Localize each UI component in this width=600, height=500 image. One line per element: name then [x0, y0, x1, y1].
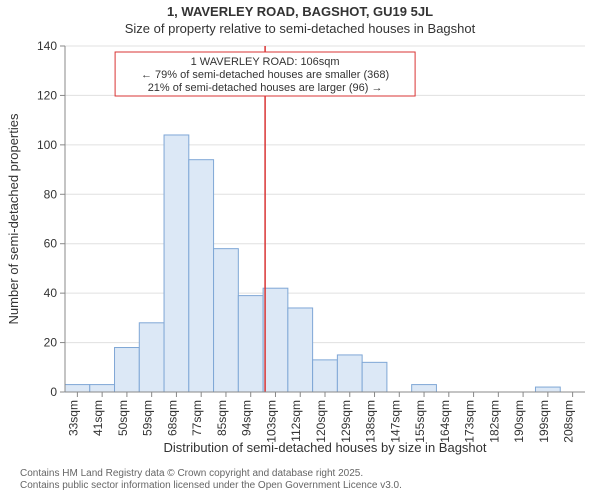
histogram-bar	[214, 249, 239, 392]
histogram-bar	[337, 355, 362, 392]
tick-label-x: 120sqm	[314, 400, 328, 443]
histogram-bar	[139, 323, 164, 392]
histogram-bar	[164, 135, 189, 392]
histogram-bar	[313, 360, 338, 392]
callout-line-2: ← 79% of semi-detached houses are smalle…	[141, 69, 389, 81]
tick-label-x: 208sqm	[562, 400, 576, 443]
tick-label-x: 129sqm	[339, 400, 353, 443]
histogram-bar	[65, 385, 90, 392]
chart-svg: 1, WAVERLEY ROAD, BAGSHOT, GU19 5JL Size …	[0, 0, 600, 500]
callout-line-1: 1 WAVERLEY ROAD: 106sqm	[191, 56, 340, 68]
tick-label-y: 0	[50, 385, 57, 399]
callout-line-3: 21% of semi-detached houses are larger (…	[148, 82, 383, 94]
tick-label-x: 155sqm	[413, 400, 427, 443]
tick-label-x: 173sqm	[463, 400, 477, 443]
tick-label-x: 112sqm	[289, 400, 303, 442]
chart-title-main: 1, WAVERLEY ROAD, BAGSHOT, GU19 5JL	[167, 4, 433, 19]
histogram-bar	[238, 296, 263, 392]
tick-label-x: 59sqm	[141, 400, 155, 436]
tick-label-y: 140	[37, 39, 57, 53]
histogram-chart: 1, WAVERLEY ROAD, BAGSHOT, GU19 5JL Size …	[0, 0, 600, 500]
tick-label-x: 147sqm	[388, 400, 402, 443]
histogram-bar	[263, 288, 288, 392]
tick-label-x: 190sqm	[512, 400, 526, 443]
tick-label-x: 77sqm	[190, 400, 204, 436]
histogram-bar	[412, 385, 437, 392]
tick-label-x: 182sqm	[487, 400, 501, 443]
tick-label-x: 138sqm	[364, 400, 378, 443]
x-axis-label: Distribution of semi-detached houses by …	[163, 440, 486, 455]
tick-label-x: 164sqm	[438, 400, 452, 443]
tick-label-y: 60	[44, 237, 58, 251]
tick-label-x: 41sqm	[91, 400, 105, 436]
y-axis-label: Number of semi-detached properties	[6, 113, 21, 324]
tick-label-y: 80	[44, 187, 58, 201]
attribution-line-2: Contains public sector information licen…	[20, 480, 402, 491]
tick-label-x: 50sqm	[116, 400, 130, 436]
tick-label-x: 68sqm	[165, 400, 179, 436]
histogram-bar	[115, 348, 140, 392]
histogram-bar	[535, 387, 560, 392]
histogram-bar	[288, 308, 313, 392]
histogram-bar	[362, 362, 387, 392]
histogram-bar	[189, 160, 214, 392]
tick-label-y: 100	[37, 138, 57, 152]
attribution-line-1: Contains HM Land Registry data © Crown c…	[20, 468, 363, 479]
tick-label-x: 33sqm	[66, 400, 80, 436]
histogram-bar	[90, 385, 115, 392]
tick-label-x: 103sqm	[264, 400, 278, 443]
tick-label-y: 120	[37, 88, 57, 102]
tick-label-y: 20	[44, 336, 58, 350]
tick-label-x: 85sqm	[215, 400, 229, 436]
chart-title-sub: Size of property relative to semi-detach…	[125, 21, 476, 36]
tick-label-x: 199sqm	[537, 400, 551, 443]
tick-label-x: 94sqm	[240, 400, 254, 436]
tick-label-y: 40	[44, 286, 58, 300]
